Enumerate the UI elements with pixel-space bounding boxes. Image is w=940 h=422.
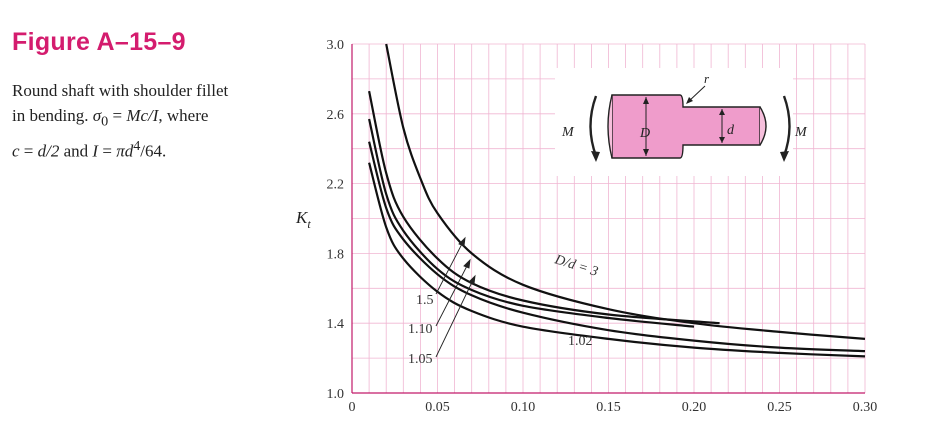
moment-right-arrowhead — [780, 151, 789, 162]
x-tick-label: 0.30 — [853, 400, 878, 415]
leader-1-10 — [435, 261, 470, 327]
curve-label-1-02: 1.02 — [568, 334, 593, 349]
moment-label-right: M — [794, 125, 808, 140]
curve-series-2 — [368, 118, 695, 328]
x-tick-label: 0.25 — [767, 400, 792, 415]
figure-caption: Round shaft with shoulder fillet in bend… — [12, 78, 228, 164]
d-large-arrowheads — [643, 97, 649, 156]
shaft-left-end — [607, 94, 613, 159]
y-tick-label: 2.6 — [327, 108, 345, 123]
curve-label-1-05: 1.05 — [408, 352, 433, 367]
y-tick-label: 1.0 — [327, 387, 345, 402]
moment-left-arrowhead — [591, 151, 600, 162]
caption-var: I — [92, 142, 99, 162]
leader-arrow-1-5 — [458, 236, 466, 247]
y-tick-label: 3.0 — [327, 38, 345, 53]
curve-label-leaders — [435, 236, 476, 358]
curve-series-1 — [368, 90, 720, 325]
moment-left-arrow — [589, 95, 598, 157]
chart-tick-labels: 0 0.05 0.10 0.15 0.20 0.25 0.30 1.0 1.4 1.8 2.2 2.6… — [327, 38, 878, 415]
y-axis-label: Kt — [295, 208, 311, 231]
x-tick-label: 0.20 — [682, 400, 707, 415]
y-axis-label-sub: t — [307, 217, 311, 231]
y-axis-label-main: K — [295, 208, 309, 227]
shaft-inset-diagram: M M D d r — [555, 68, 808, 176]
caption-text: in bending. — [12, 106, 93, 125]
caption-text: = — [98, 142, 117, 162]
diameter-label-large: D — [639, 126, 650, 141]
curve-label-1-5: 1.5 — [416, 293, 434, 308]
curve-series-4 — [368, 162, 866, 358]
caption-text: , where — [158, 106, 209, 125]
curve-series-0 — [385, 43, 866, 340]
figure-title: Figure A–15–9 — [12, 28, 186, 56]
leader-arrow-1-10 — [463, 258, 471, 269]
leader-arrow-1-05 — [468, 274, 476, 285]
curve-label-d-over-d-3: D/d = 3 — [552, 252, 600, 280]
leader-1-05 — [435, 277, 475, 358]
diameter-label-small: d — [727, 123, 735, 138]
y-tick-label: 2.2 — [327, 178, 345, 193]
y-tick-label: 1.4 — [327, 317, 345, 332]
chart-axes — [351, 44, 865, 394]
caption-formula: Mc/I — [126, 106, 159, 125]
caption-power: 4 — [133, 138, 141, 155]
moment-right-arrow — [782, 95, 791, 157]
x-tick-label: 0 — [349, 400, 356, 415]
caption-var: d/2 — [37, 142, 60, 162]
y-tick-label: 1.8 — [327, 247, 345, 262]
caption-var: πd — [116, 142, 134, 162]
x-tick-label: 0.05 — [425, 400, 450, 415]
caption-text: and — [59, 142, 93, 162]
moment-label-left: M — [561, 125, 575, 140]
caption-var: c — [12, 142, 20, 162]
shaft-right-end — [759, 106, 767, 146]
caption-text: = — [19, 142, 38, 162]
x-tick-label: 0.15 — [596, 400, 621, 415]
chart-curves — [368, 43, 866, 358]
caption-sigma: σ — [92, 106, 102, 125]
curve-label-1-10: 1.10 — [408, 322, 433, 337]
curve-series-3 — [368, 141, 866, 353]
caption-sigma-sub: 0 — [101, 113, 109, 130]
leader-1-5 — [435, 239, 465, 295]
caption-line-3: c = d/2 and I = πd4/64. — [12, 134, 228, 164]
caption-line-2: in bending. σ0 = Mc/I, where — [12, 103, 228, 134]
fillet-radius-label: r — [704, 71, 710, 86]
fillet-arrowhead — [686, 97, 693, 104]
caption-text: = — [108, 106, 127, 125]
caption-text: /64. — [140, 142, 167, 162]
x-tick-label: 0.10 — [511, 400, 536, 415]
caption-line-1: Round shaft with shoulder fillet — [12, 81, 229, 100]
